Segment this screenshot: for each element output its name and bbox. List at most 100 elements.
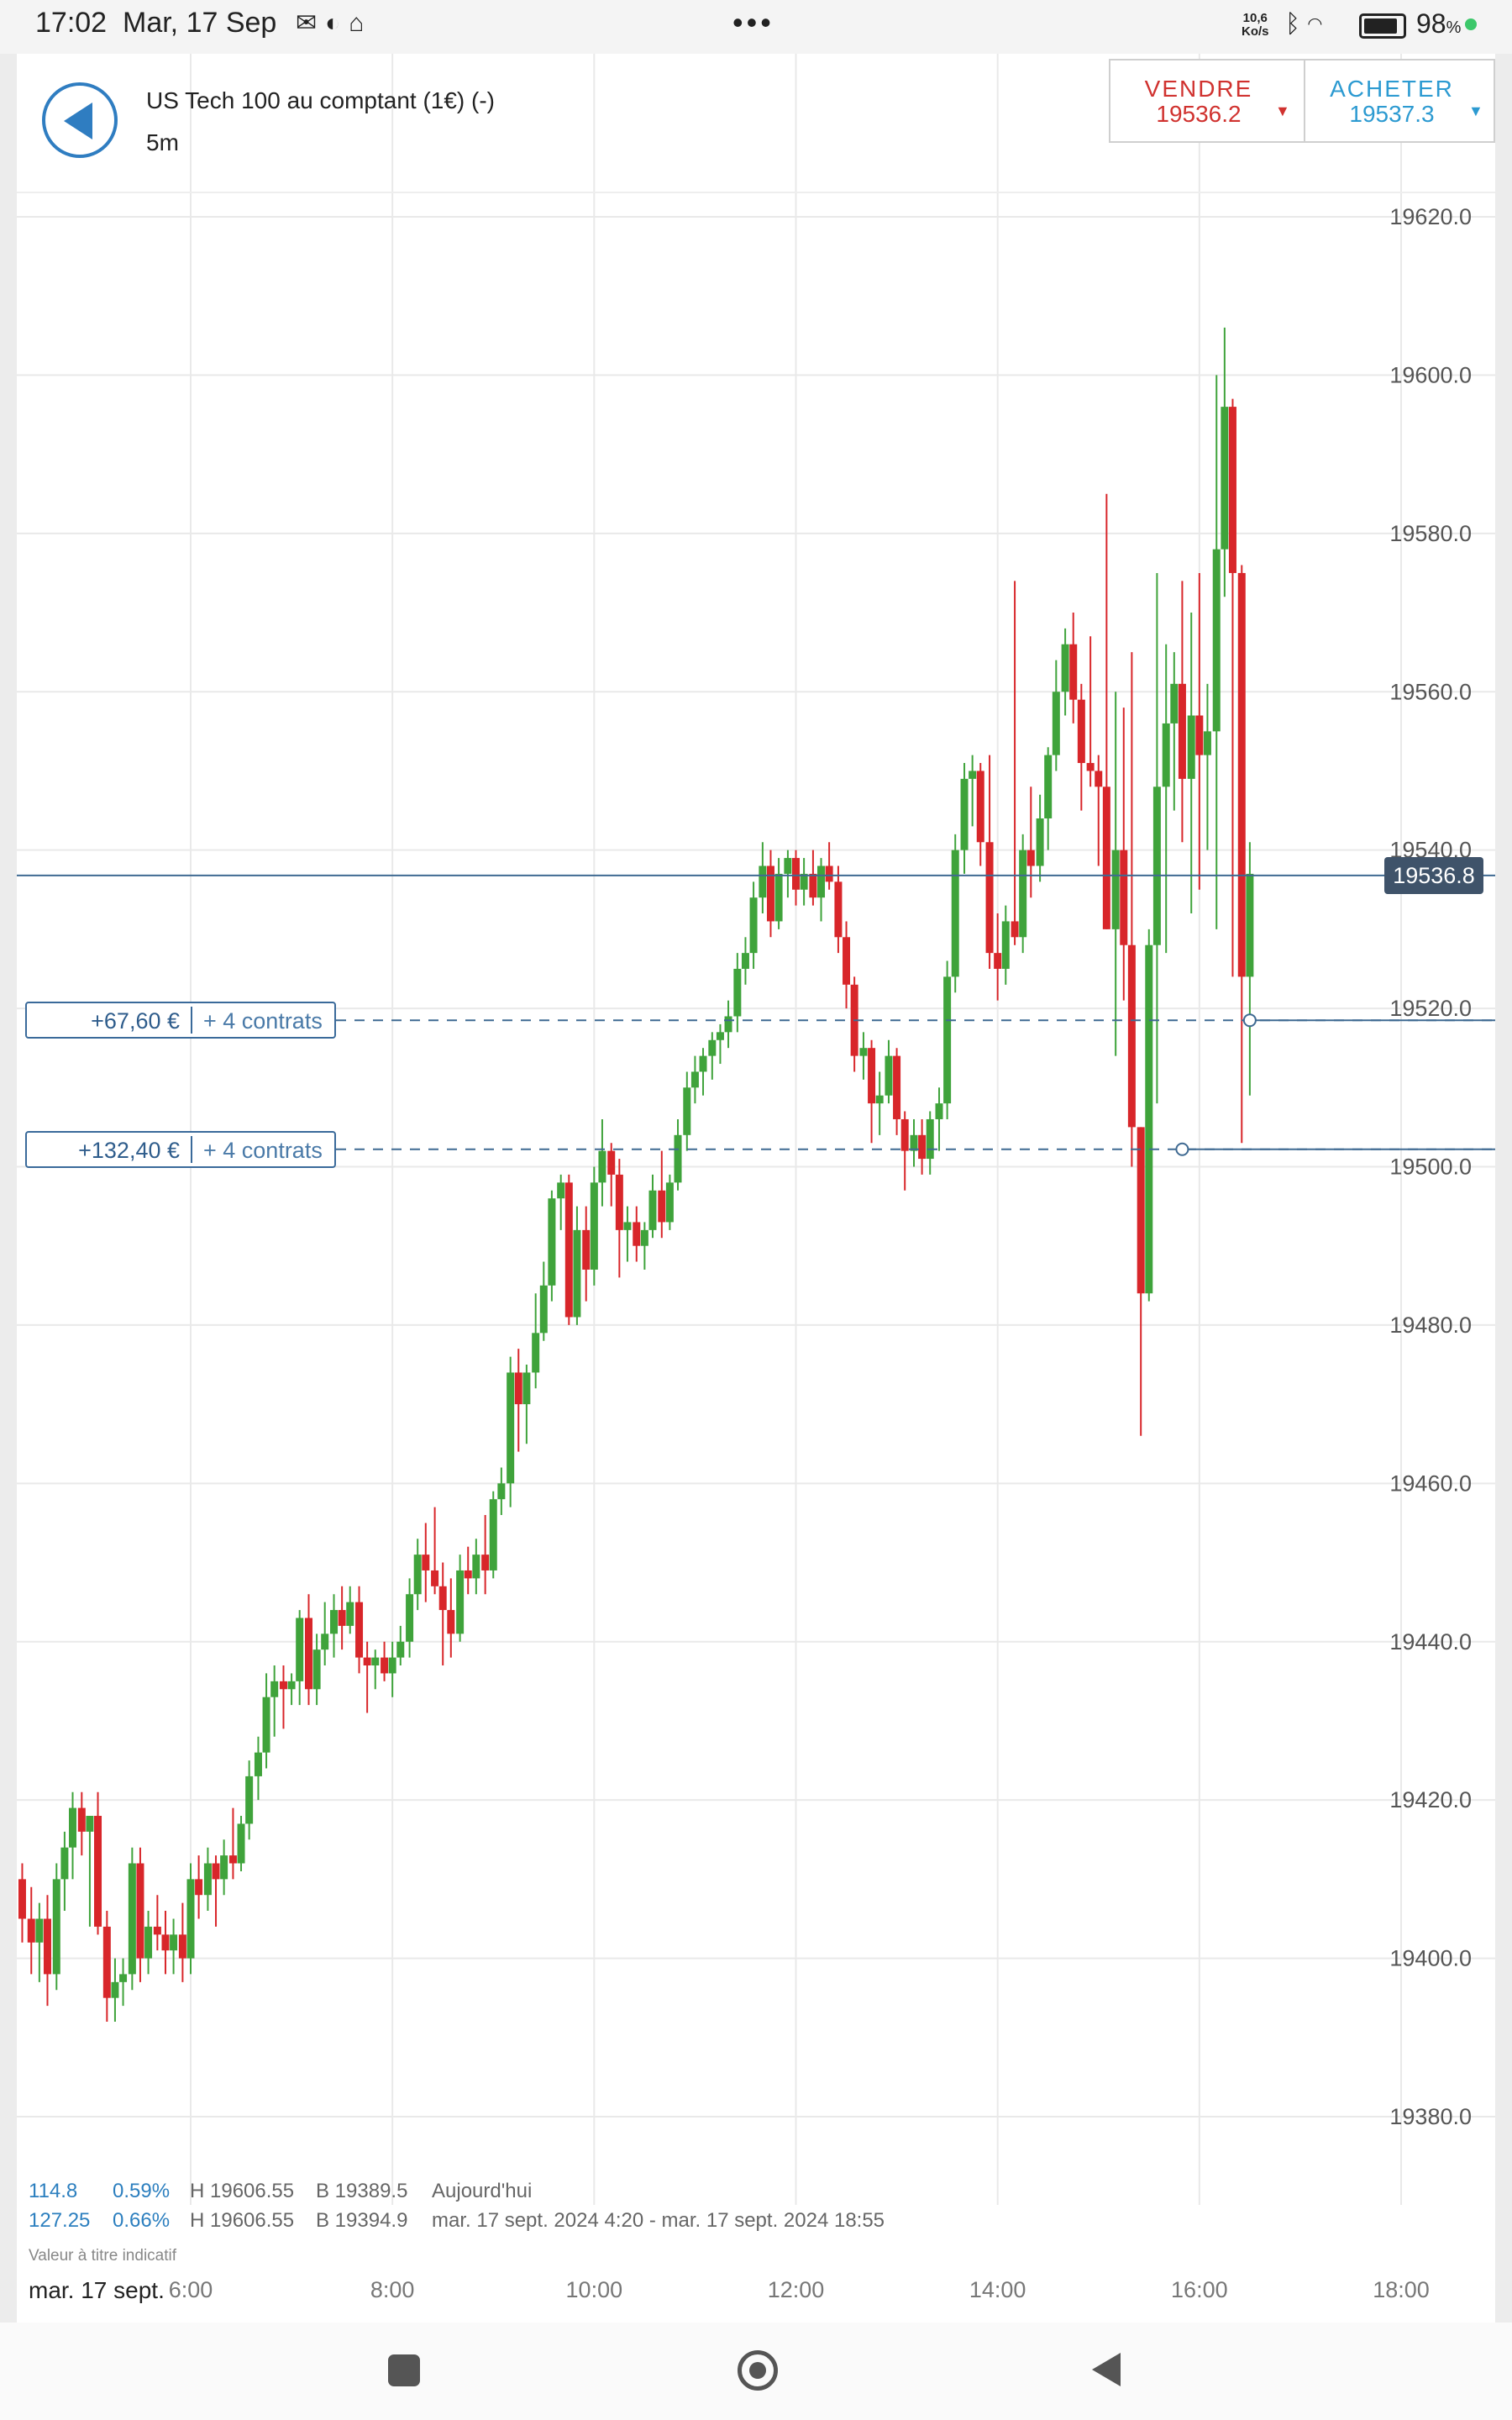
- candle-body-up: [774, 873, 783, 922]
- buy-label: ACHETER: [1330, 76, 1454, 102]
- x-tick-label: 8:00: [370, 2277, 415, 2302]
- candle-body-up: [539, 1285, 548, 1334]
- candle-body-up: [119, 1974, 128, 1982]
- candle-body-down: [985, 842, 994, 954]
- candle-body-down: [1178, 683, 1186, 779]
- position-pnl: +67,60 €: [91, 1008, 180, 1034]
- buy-button[interactable]: ACHETER 19537.3 ▼: [1304, 60, 1494, 141]
- battery-level: [1364, 18, 1398, 34]
- candle-body-up: [1061, 644, 1069, 692]
- candle-body-down: [1120, 850, 1128, 945]
- position-contracts: + 4 contrats: [203, 1137, 323, 1163]
- candle-body-up: [497, 1483, 506, 1500]
- candle-body-up: [1170, 683, 1179, 723]
- sell-button[interactable]: VENDRE 19536.2 ▼: [1110, 60, 1305, 141]
- candle-body-down: [582, 1229, 591, 1270]
- candle-body-down: [195, 1879, 203, 1896]
- candle-body-up: [1001, 921, 1010, 969]
- candle-body-up: [128, 1863, 136, 1975]
- candle-body-down: [1077, 699, 1085, 764]
- candle-body-up: [683, 1087, 691, 1135]
- candle-body-up: [237, 1823, 245, 1864]
- candle-body-down: [843, 937, 851, 985]
- back-arrow-icon: [64, 103, 92, 139]
- candle-body-up: [640, 1229, 648, 1246]
- timeframe-label[interactable]: 5m: [146, 129, 179, 155]
- candle-body-down: [1137, 1127, 1145, 1294]
- candle-body-up: [245, 1776, 254, 1824]
- sell-label: VENDRE: [1144, 76, 1253, 102]
- candle-body-down: [338, 1610, 346, 1626]
- home-button[interactable]: [738, 2350, 778, 2391]
- candle-body-up: [960, 778, 969, 850]
- candle-body-up: [170, 1934, 178, 1951]
- candle-body-down: [868, 1048, 876, 1104]
- candle-body-up: [910, 1134, 918, 1151]
- recents-button[interactable]: [388, 2354, 420, 2386]
- candle-body-down: [355, 1602, 364, 1658]
- candle-body-up: [590, 1182, 598, 1270]
- candle-body-down: [792, 858, 800, 890]
- candle-body-up: [472, 1555, 480, 1579]
- candle-body-up: [60, 1847, 69, 1880]
- caret-down-icon: ▼: [1468, 103, 1483, 119]
- candle-body-up: [388, 1657, 396, 1674]
- y-tick-label: 19500.0: [1389, 1155, 1472, 1180]
- candle-body-down: [658, 1190, 666, 1223]
- candle-body-up: [749, 897, 758, 954]
- y-tick-label: 19620.0: [1389, 204, 1472, 229]
- buy-price: 19537.3: [1349, 101, 1435, 127]
- candle-body-down: [447, 1610, 455, 1634]
- candle-body-up: [52, 1879, 60, 1975]
- candle-body-down: [900, 1118, 909, 1151]
- candle-body-down: [1237, 572, 1246, 977]
- candle-body-down: [153, 1926, 161, 1935]
- position-box[interactable]: +67,60 € + 4 contrats: [25, 1002, 336, 1039]
- candle-body-down: [1127, 944, 1136, 1128]
- candle-body-up: [800, 873, 808, 890]
- x-tick-label: 6:00: [169, 2277, 213, 2302]
- candle-body-up: [1036, 818, 1044, 866]
- candle-body-down: [514, 1372, 522, 1405]
- candle-body-up: [1152, 786, 1161, 945]
- candle-body-up: [507, 1372, 515, 1484]
- chart-panel: [17, 54, 1495, 2323]
- candle-body-down: [1095, 771, 1103, 787]
- candle-body-up: [885, 1055, 893, 1096]
- price-chart[interactable]: 19620.019600.019580.019560.019540.019520…: [17, 54, 1495, 2323]
- caret-down-icon: ▼: [1275, 103, 1290, 119]
- candle-body-down: [279, 1681, 287, 1690]
- status-notification-icons: ✉◐⌂: [296, 8, 372, 38]
- candle-body-up: [1019, 850, 1027, 938]
- candle-body-up: [665, 1182, 674, 1223]
- battery-percent: 98%: [1416, 8, 1462, 39]
- instrument-title: US Tech 100 au comptant (1€) (-): [146, 87, 496, 113]
- back-button[interactable]: [42, 82, 118, 158]
- current-price-tag: 19536.8: [1384, 856, 1483, 894]
- candle-body-down: [834, 881, 843, 938]
- nav-back-button[interactable]: [1092, 2353, 1121, 2386]
- status-time: 17:02 Mar, 17 Sep: [35, 7, 277, 39]
- candle-body-up: [1203, 731, 1211, 755]
- summary-period: Aujourd'hui: [432, 2180, 533, 2202]
- candle-body-down: [136, 1863, 144, 1959]
- candle-body-up: [186, 1879, 195, 1959]
- network-speed: 10,6 Ko/s: [1242, 11, 1269, 39]
- candle-body-up: [859, 1048, 868, 1056]
- candle-body-up: [951, 850, 959, 977]
- candle-body-down: [438, 1586, 447, 1611]
- position-box[interactable]: +132,40 € + 4 contrats: [25, 1130, 336, 1168]
- candle-body-up: [1111, 850, 1120, 929]
- candle-body-up: [875, 1095, 884, 1104]
- sync-icon: ◐: [325, 9, 349, 37]
- summary-low: B 19389.5: [316, 2180, 408, 2202]
- candle-body-up: [943, 976, 952, 1104]
- candle-body-up: [741, 953, 749, 969]
- candle-body-down: [161, 1934, 170, 1951]
- x-date-label: mar. 17 sept.: [29, 2277, 168, 2304]
- y-tick-label: 19420.0: [1389, 1787, 1472, 1812]
- summary-change: 114.8: [29, 2180, 78, 2202]
- candle-body-down: [178, 1934, 186, 1959]
- candle-body-up: [1212, 549, 1221, 732]
- sell-price: 19536.2: [1156, 101, 1242, 127]
